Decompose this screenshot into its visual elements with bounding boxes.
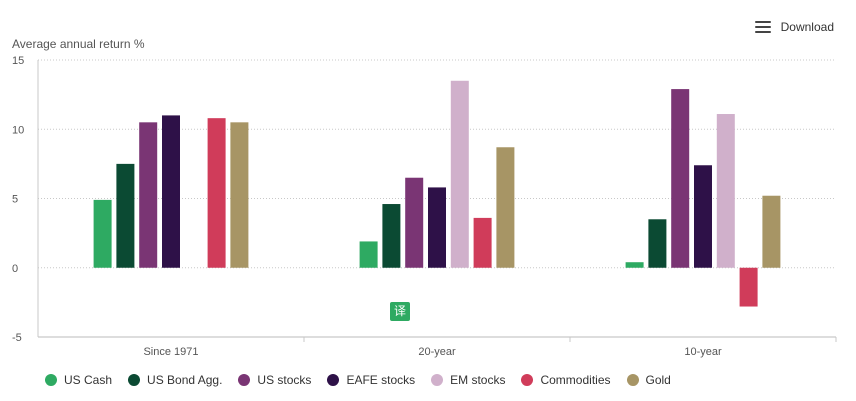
- bar-us-stocks-1[interactable]: [139, 122, 158, 268]
- hamburger-menu-icon: [754, 21, 771, 33]
- bar-us-cash-3[interactable]: [625, 262, 644, 268]
- y-tick-label: 10: [12, 124, 24, 136]
- y-axis-title: Average annual return %: [12, 37, 145, 51]
- legend: US Cash US Bond Agg. US stocks EAFE stocks E…: [45, 373, 671, 387]
- bar-us-bond-agg-1[interactable]: [116, 163, 135, 268]
- legend-label: Commodities: [540, 373, 611, 387]
- legend-item[interactable]: US Bond Agg.: [128, 373, 222, 387]
- legend-label: EAFE stocks: [346, 373, 416, 387]
- legend-item[interactable]: EAFE stocks: [327, 373, 415, 387]
- y-tick-label: 5: [12, 194, 18, 206]
- legend-item[interactable]: US stocks: [238, 373, 311, 387]
- legend-label: EM stocks: [450, 373, 506, 387]
- legend-dot-icon: [45, 374, 57, 386]
- bar-us-bond-agg-3[interactable]: [648, 219, 667, 268]
- bar-eafe-stocks-3[interactable]: [694, 165, 712, 268]
- bar-commodities-1[interactable]: [207, 118, 226, 268]
- bar-us-cash-1[interactable]: [93, 199, 112, 268]
- download-button[interactable]: Download: [754, 20, 834, 34]
- bar-commodities-2[interactable]: [473, 217, 492, 268]
- bar-eafe-stocks-1[interactable]: [162, 115, 180, 268]
- legend-item[interactable]: Commodities: [521, 373, 611, 387]
- y-tick-label: 0: [12, 263, 18, 275]
- legend-label: US Cash: [64, 373, 113, 387]
- bar-us-cash-2[interactable]: [359, 241, 378, 268]
- x-tick-label: 20-year: [418, 346, 456, 358]
- legend-dot-icon: [431, 374, 444, 386]
- bars: [93, 80, 781, 307]
- legend-label: US stocks: [257, 373, 312, 387]
- bar-commodities-3[interactable]: [739, 267, 758, 307]
- bar-em-stocks-2[interactable]: [450, 80, 469, 268]
- bar-us-stocks-2[interactable]: [405, 177, 424, 268]
- y-tick-label: -5: [12, 332, 22, 344]
- x-tick-label: Since 1971: [143, 346, 198, 358]
- download-label: Download: [780, 20, 834, 34]
- x-axis-ticks: Since 1971 20-year 10-year: [143, 337, 837, 358]
- legend-item[interactable]: EM stocks: [431, 373, 505, 387]
- bar-gold-1[interactable]: [230, 122, 249, 268]
- legend-dot-icon: [238, 374, 251, 386]
- legend-item[interactable]: US Cash: [45, 373, 112, 387]
- bar-gold-3[interactable]: [762, 195, 781, 268]
- bar-eafe-stocks-2[interactable]: [428, 187, 446, 268]
- legend-dot-icon: [327, 374, 340, 386]
- translate-badge: 译: [390, 302, 410, 321]
- x-tick-label: 10-year: [684, 346, 722, 358]
- legend-label: Gold: [645, 373, 671, 387]
- bar-us-stocks-3[interactable]: [671, 89, 690, 268]
- legend-dot-icon: [521, 374, 534, 386]
- legend-label: US Bond Agg.: [147, 373, 223, 387]
- legend-item[interactable]: Gold: [626, 373, 671, 387]
- legend-dot-icon: [128, 374, 141, 386]
- bar-em-stocks-3[interactable]: [716, 114, 735, 268]
- y-axis-ticks: -5 0 5 10 15: [12, 55, 24, 344]
- legend-dot-icon: [626, 374, 639, 386]
- y-tick-label: 15: [12, 55, 24, 67]
- bar-us-bond-agg-2[interactable]: [382, 204, 401, 268]
- bar-gold-2[interactable]: [496, 147, 515, 268]
